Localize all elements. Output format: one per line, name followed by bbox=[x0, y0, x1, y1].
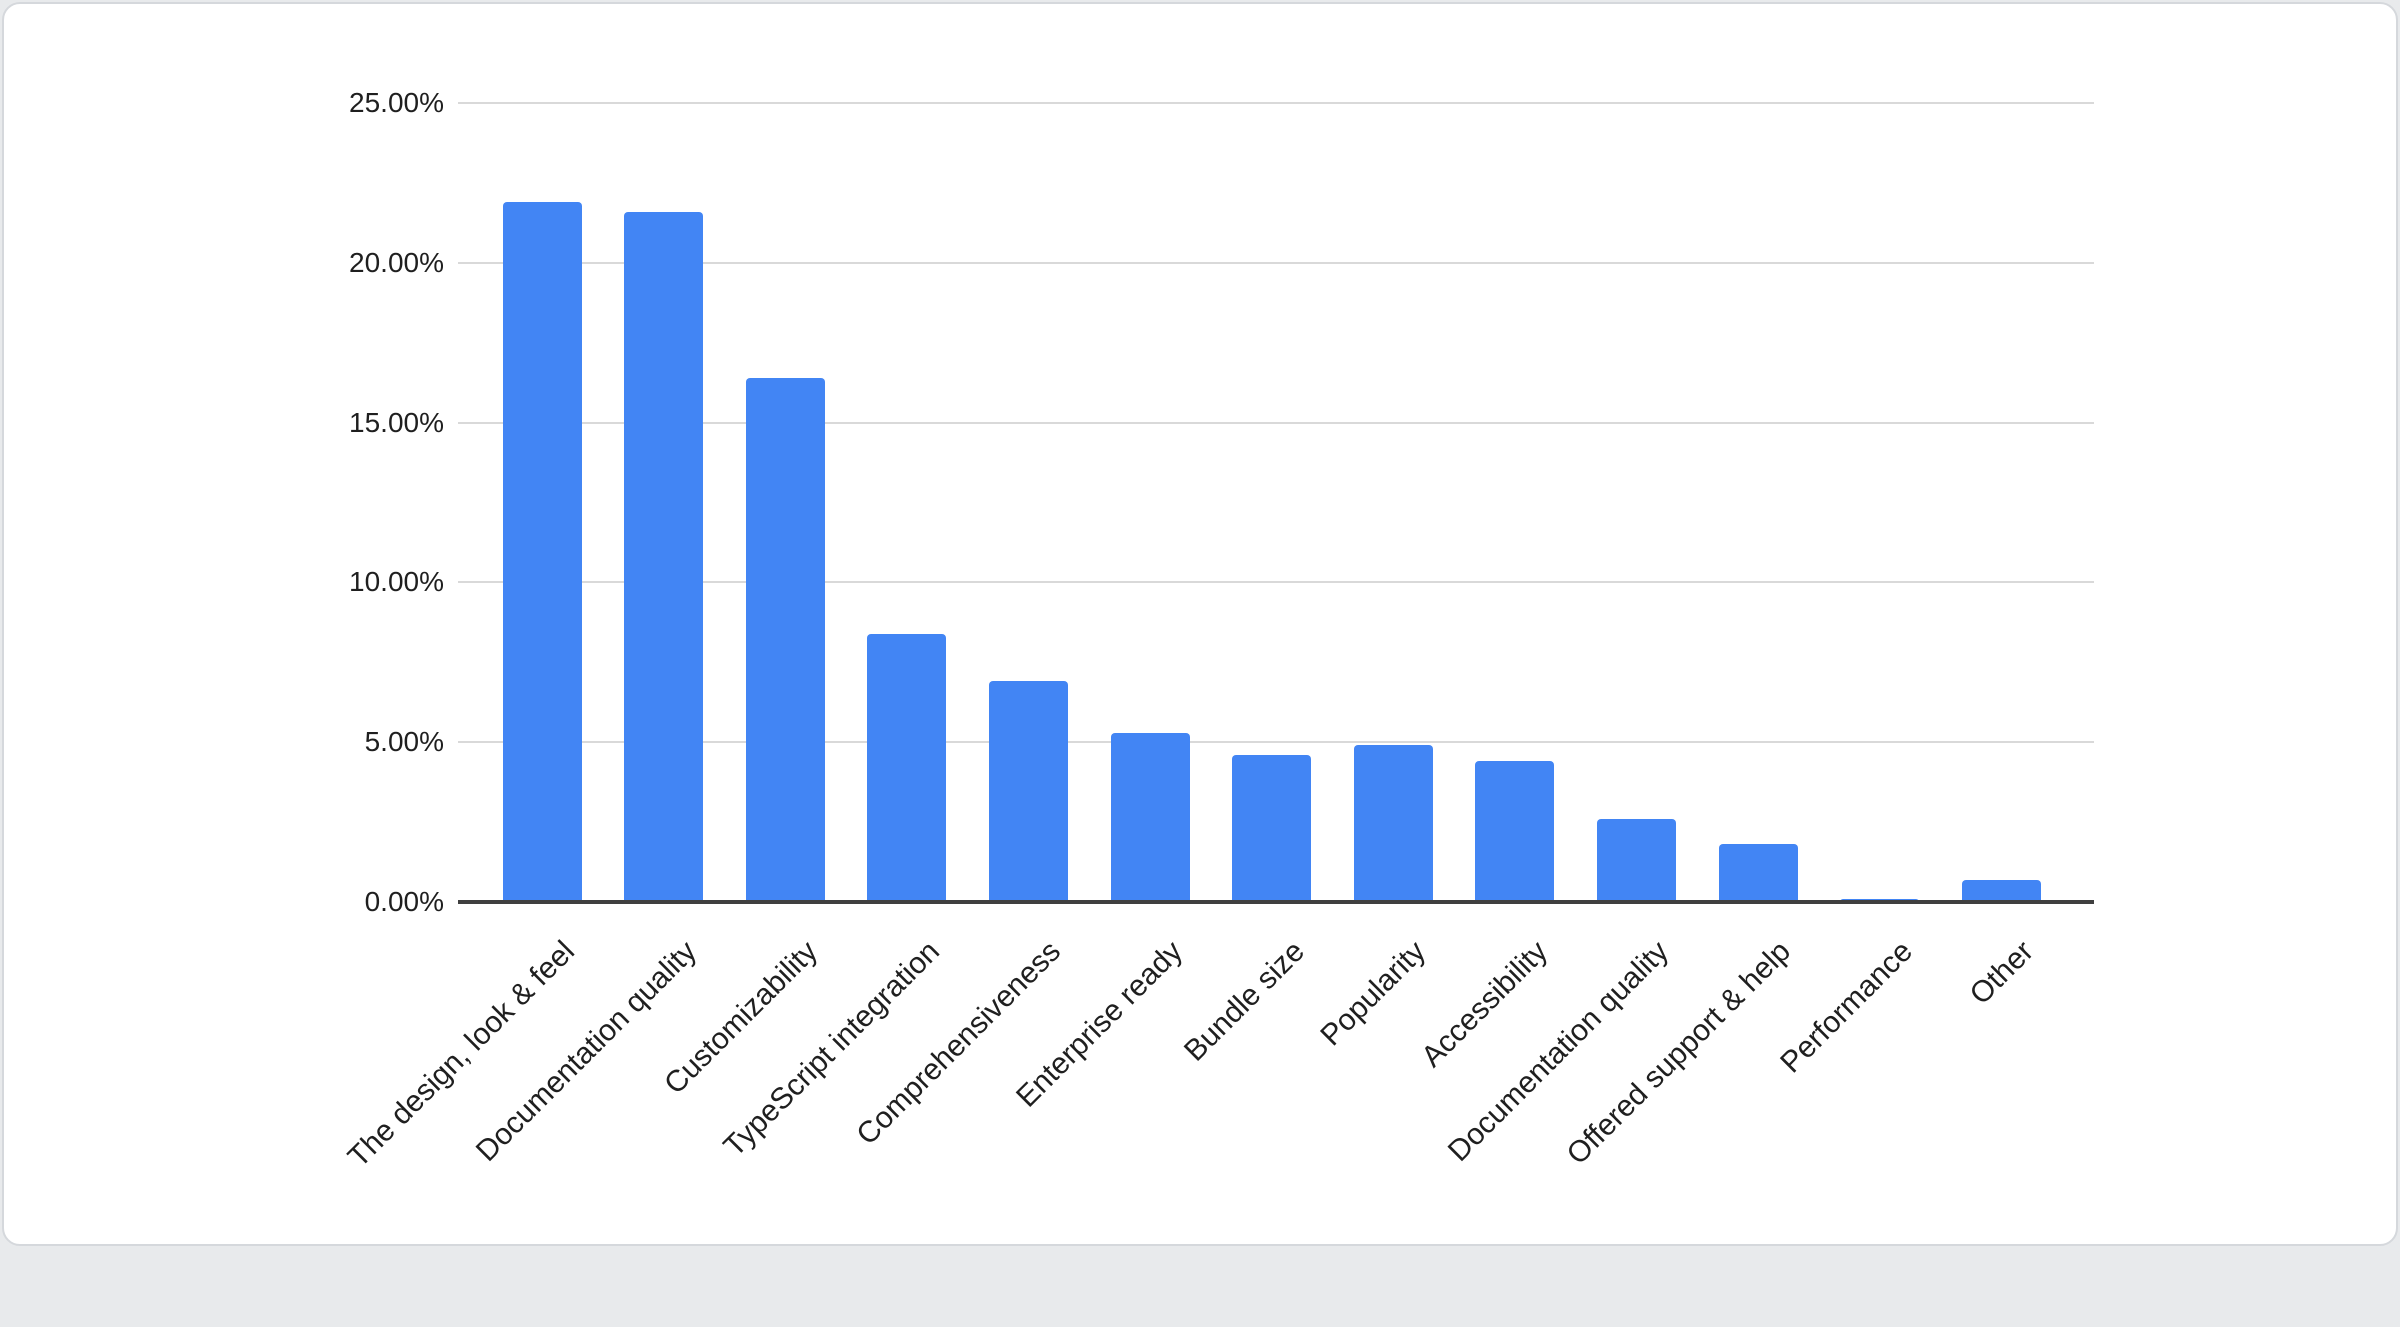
bar-9 bbox=[1475, 761, 1555, 902]
bar-2 bbox=[624, 211, 704, 902]
bar-1 bbox=[502, 202, 582, 902]
y-axis-tick-label: 10.00% bbox=[349, 566, 444, 598]
x-axis-baseline bbox=[458, 900, 2094, 904]
y-gridline bbox=[458, 741, 2094, 744]
bar-11 bbox=[1718, 844, 1798, 902]
chart-card: 0.00% 5.00% 10.00% 15.00% 20.00% 25.00% The d… bbox=[2, 2, 2398, 1246]
y-axis-tick-label: 5.00% bbox=[364, 726, 444, 758]
bar-6 bbox=[1110, 732, 1190, 902]
bar-chart: 0.00% 5.00% 10.00% 15.00% 20.00% 25.00% The d… bbox=[4, 4, 2396, 1244]
y-gridline bbox=[458, 261, 2094, 264]
bar-7 bbox=[1232, 754, 1312, 902]
y-gridline bbox=[458, 421, 2094, 424]
bar-13 bbox=[1961, 879, 2041, 902]
y-axis-tick-label: 0.00% bbox=[364, 886, 444, 917]
bar-8 bbox=[1353, 745, 1433, 902]
y-gridline bbox=[458, 581, 2094, 584]
y-axis-tick-label: 15.00% bbox=[349, 406, 444, 438]
bar-3 bbox=[745, 377, 825, 902]
y-axis-tick-label: 20.00% bbox=[349, 246, 444, 278]
y-gridline bbox=[458, 102, 2094, 104]
bar-4 bbox=[867, 633, 947, 902]
bar-10 bbox=[1596, 818, 1676, 902]
bar-5 bbox=[988, 681, 1068, 902]
y-axis-tick-label: 25.00% bbox=[349, 87, 444, 118]
